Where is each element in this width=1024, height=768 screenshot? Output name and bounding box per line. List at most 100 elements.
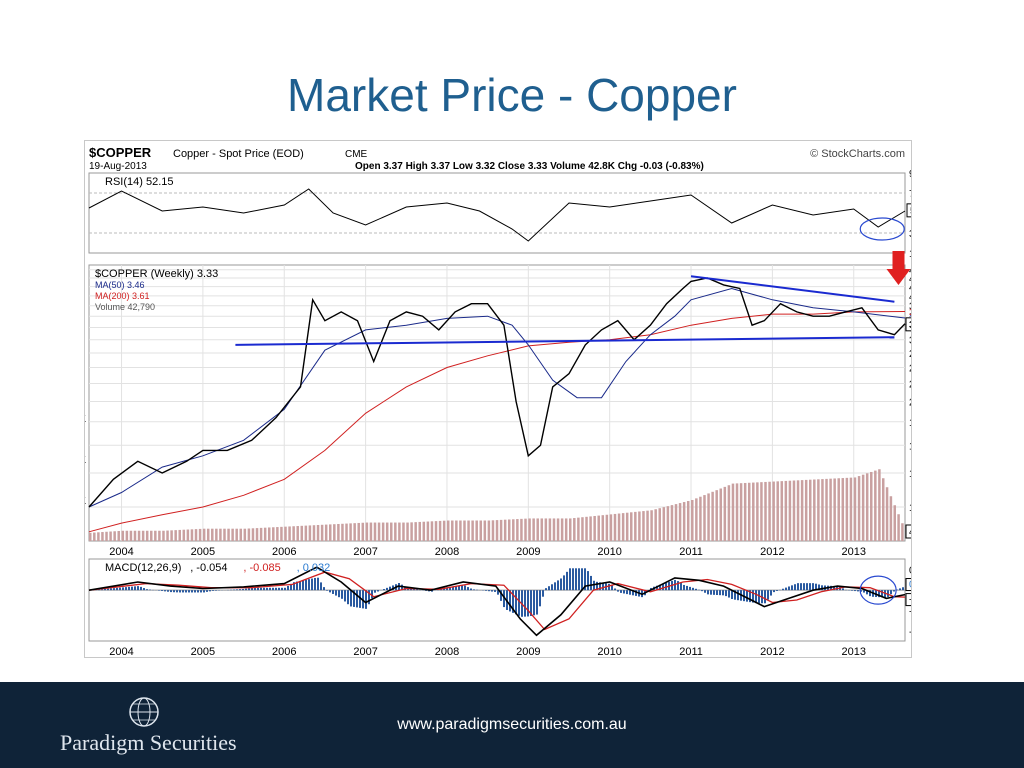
macd-hist-bar [692,587,694,591]
macd-hist-bar [686,585,688,591]
ma200-line [88,311,906,533]
macd-hist-bar [257,587,259,591]
volume-bar [463,520,466,541]
macd-hist-bar [254,587,256,591]
volume-bar [849,477,853,541]
macd-hist-bar [413,588,415,591]
macd-hist-bar [458,585,460,591]
volume-bar [809,479,812,541]
macd-hist-bar [494,590,496,592]
x-tick-label: 2004 [109,646,133,657]
x-tick-label: 2006 [272,646,296,657]
volume-bar [548,518,552,541]
macd-hist-bar [566,571,568,591]
macd-legend-entry: , -0.085 [243,562,280,574]
volume-bar [699,496,702,541]
macd-hist-bar [503,590,505,608]
volume-bar [381,522,385,541]
macd-hist-bar [683,584,685,591]
macd-hist-bar [161,590,163,591]
macd-hist-bar [107,588,109,591]
x-tick-label: 2013 [842,646,866,657]
volume-bar [837,478,840,541]
volume-bar [101,532,104,541]
macd-hist-bar [545,588,547,591]
macd-hist-bar [659,584,661,591]
macd-hist-bar [209,590,211,592]
macd-hist-bar [365,590,367,609]
volume-bar [861,474,865,541]
volume-bar [194,529,198,541]
macd-hist-bar [551,584,553,591]
macd-hist-bar [341,590,343,599]
volume-bar [324,524,328,541]
volume-bar [105,531,108,541]
volume-bar [499,519,503,541]
volume-bar [320,524,324,541]
macd-hist-bar [746,590,748,602]
macd-hist-bar [893,590,895,592]
macd-hist-bar [200,590,202,593]
macd-hist-bar [344,590,346,602]
footer-url[interactable]: www.paradigmsecurities.com.au [397,716,627,733]
macd-hist-bar [281,587,283,591]
macd-hist-bar [890,590,892,595]
macd-hist-bar [806,583,808,591]
macd-hist-bar [371,590,373,599]
volume-bar [182,529,186,541]
price-tick-label: 3.00 [909,336,911,347]
macd-hist-bar [410,588,412,591]
volume-bar [560,518,564,541]
macd-hist-bar [206,590,208,592]
volume-bar [308,525,312,541]
volume-bar [788,480,792,541]
macd-legend-entry: , 0.032 [297,562,331,574]
macd-hist-bar [578,568,580,591]
volume-bar [630,512,633,541]
chart-svg: $COPPER Copper - Spot Price (EOD) CME © … [85,145,911,657]
volume-bar [422,521,426,541]
volume-bar [239,528,243,541]
macd-line [88,566,906,637]
x-tick-label: 2010 [597,546,621,558]
macd-right-tag: 0.032 [905,578,911,592]
macd-hist-bar [701,590,703,592]
volume-bar [731,483,735,541]
arrow-shaft [892,251,905,269]
macd-hist-bar [797,583,799,591]
volume-bar [353,523,356,541]
volume-bar [650,510,653,541]
macd-hist-bar [896,589,898,591]
macd-hist-bar [335,590,337,596]
volume-bar [243,528,247,541]
macd-hist-bar [302,580,304,591]
macd-hist-bar [776,590,778,591]
macd-hist-bar [590,575,592,591]
macd-right-label: 0.032 [909,580,911,591]
macd-hist-bar [680,583,682,591]
chart-exchange: CME [345,149,368,160]
volume-bar [581,517,584,541]
volume-bar [870,471,873,541]
volume-bar [475,520,478,541]
volume-bar [857,476,861,541]
volume-bar [125,530,129,541]
macd-hist-bar [737,590,739,601]
macd-hist-bar [812,583,814,591]
macd-hist-bar [461,585,463,591]
macd-right-label: -0.054 [909,595,911,606]
volume-bar [512,519,515,541]
macd-hist-bar [356,590,358,608]
macd-hist-bar [488,590,490,592]
macd-hist-bar [593,580,595,591]
volume-bar [251,528,255,541]
volume-bar [589,516,592,541]
price-legend-entry: MA(200) 3.61 [95,291,150,301]
volume-bar [178,529,181,541]
macd-hist-bar [182,590,184,593]
macd-hist-bar [563,575,565,591]
macd-hist-bar [269,587,271,591]
volume-bar [349,523,352,541]
volume-bar [337,523,340,541]
macd-hist-bar [854,590,856,592]
